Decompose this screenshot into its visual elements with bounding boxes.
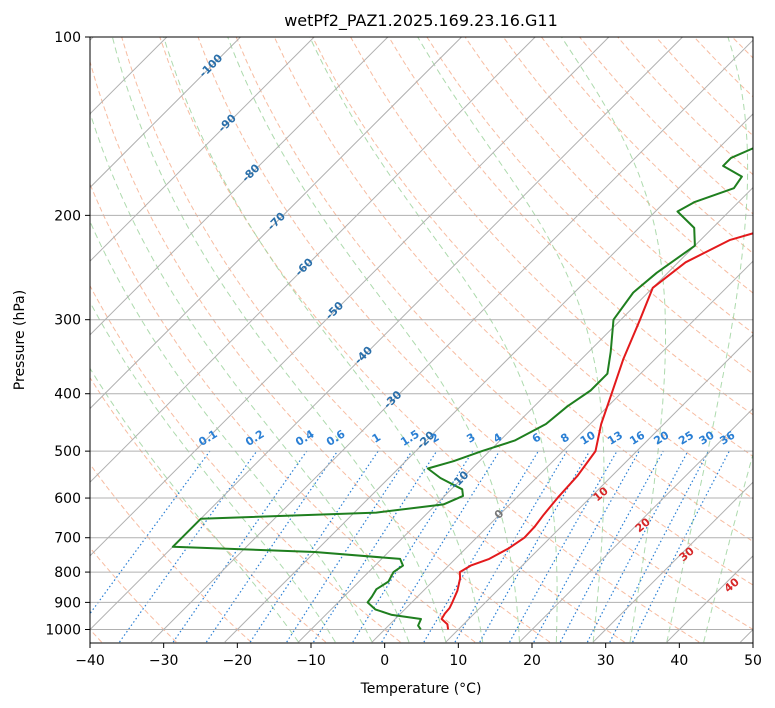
mixing-ratio-line: [533, 450, 640, 643]
isotherm-line: [519, 407, 753, 643]
dry-adiabat-line: [121, 37, 625, 643]
y-tick-label: 600: [54, 491, 81, 507]
isotherm-line: [592, 481, 753, 643]
x-tick-label: 20: [523, 653, 541, 669]
dry-adiabat-line: [90, 546, 177, 643]
y-tick-label: 700: [54, 531, 81, 547]
x-tick-label: −30: [149, 653, 179, 669]
mixing-ratio-lines: [90, 450, 730, 643]
dry-adiabat-line: [159, 37, 700, 643]
moist-adiabat-line: [417, 37, 605, 643]
y-tick-label: 300: [54, 313, 81, 329]
moist-adiabat-line: [111, 37, 447, 643]
x-tick-label: 40: [670, 653, 688, 669]
mixing-ratio-line: [172, 450, 308, 643]
mixing-ratio-line: [90, 450, 211, 615]
dry-adiabat-line: [426, 37, 753, 375]
moist-adiabat-line: [703, 452, 753, 643]
isotherm-line: [150, 39, 753, 643]
moist-adiabat-line: [227, 37, 520, 643]
y-axis-ticks: 1000 900 800 700 600 500 400 300 200 100: [45, 30, 90, 639]
isotherm-line: [90, 37, 389, 336]
moist-adiabats: [90, 37, 753, 643]
dry-adiabat-line: [502, 37, 753, 294]
dry-adiabat-line: [312, 37, 753, 500]
moist-adiabat-line: [309, 37, 558, 643]
x-tick-label: 0: [380, 653, 389, 669]
chart-title: wetPf2_PAZ1.2025.169.23.16.G11: [284, 11, 558, 31]
dry-adiabat-line: [90, 182, 476, 643]
isotherm-line: [371, 260, 753, 643]
dry-adiabat-line: [197, 37, 753, 631]
x-axis-ticks: −40 −30 −20 −10 0 10 20 30 40 50: [75, 643, 762, 669]
dry-adiabat-line: [388, 37, 753, 416]
isotherm-line: [298, 186, 753, 643]
isotherm-line: [90, 37, 315, 262]
y-tick-label: 1000: [45, 623, 81, 639]
temperature-profile-line: [440, 232, 753, 630]
mixing-ratio-line: [119, 450, 258, 643]
isotherm-line: [90, 37, 536, 483]
x-tick-label: 10: [449, 653, 467, 669]
isotherm-line: [224, 113, 753, 643]
mixing-ratio-line: [509, 450, 618, 643]
mixing-ratio-line: [312, 450, 438, 643]
isotherm-line: [90, 37, 241, 189]
isotherm-line: [90, 37, 462, 410]
plot-area: [90, 37, 753, 643]
moist-adiabat-line: [90, 111, 410, 643]
mixing-ratio-line: [249, 450, 379, 643]
mixing-ratio-line: [559, 450, 664, 643]
y-tick-label: 100: [54, 30, 81, 46]
plot-frame: [89, 36, 754, 644]
x-tick-label: −10: [296, 653, 326, 669]
isotherm-line: [90, 37, 610, 557]
moist-adiabat-line: [666, 37, 749, 643]
isotherm-line: [445, 334, 753, 643]
y-tick-label: 800: [54, 565, 81, 581]
pressure-gridlines: [90, 37, 753, 630]
x-tick-label: 30: [597, 653, 615, 669]
moist-adiabat-line: [90, 220, 373, 643]
moist-adiabat-line: [163, 37, 484, 643]
mixing-ratio-line: [381, 450, 501, 643]
x-axis-label: Temperature (°C): [360, 681, 482, 697]
dry-adiabat-line: [90, 463, 252, 643]
dewpoint-profile-line: [171, 147, 753, 631]
y-tick-label: 500: [54, 444, 81, 460]
profile-lines: [171, 147, 753, 631]
y-tick-label: 400: [54, 387, 81, 403]
moist-adiabat-line: [90, 301, 336, 643]
mixing-ratio-line: [286, 450, 413, 643]
y-tick-label: 900: [54, 595, 81, 611]
x-tick-label: 50: [744, 653, 762, 669]
moist-adiabat-line: [561, 37, 666, 643]
mixing-ratio-line: [632, 450, 730, 643]
mixing-ratio-line: [205, 450, 339, 643]
x-tick-label: −20: [223, 653, 253, 669]
dry-adiabat-line: [235, 37, 753, 586]
dry-adiabats: [90, 37, 753, 643]
y-axis-label: Pressure (hPa): [12, 290, 28, 390]
dry-adiabat-line: [90, 376, 327, 643]
y-tick-label: 200: [54, 208, 81, 224]
dry-adiabat-line: [90, 59, 551, 643]
x-tick-label: −40: [75, 653, 105, 669]
